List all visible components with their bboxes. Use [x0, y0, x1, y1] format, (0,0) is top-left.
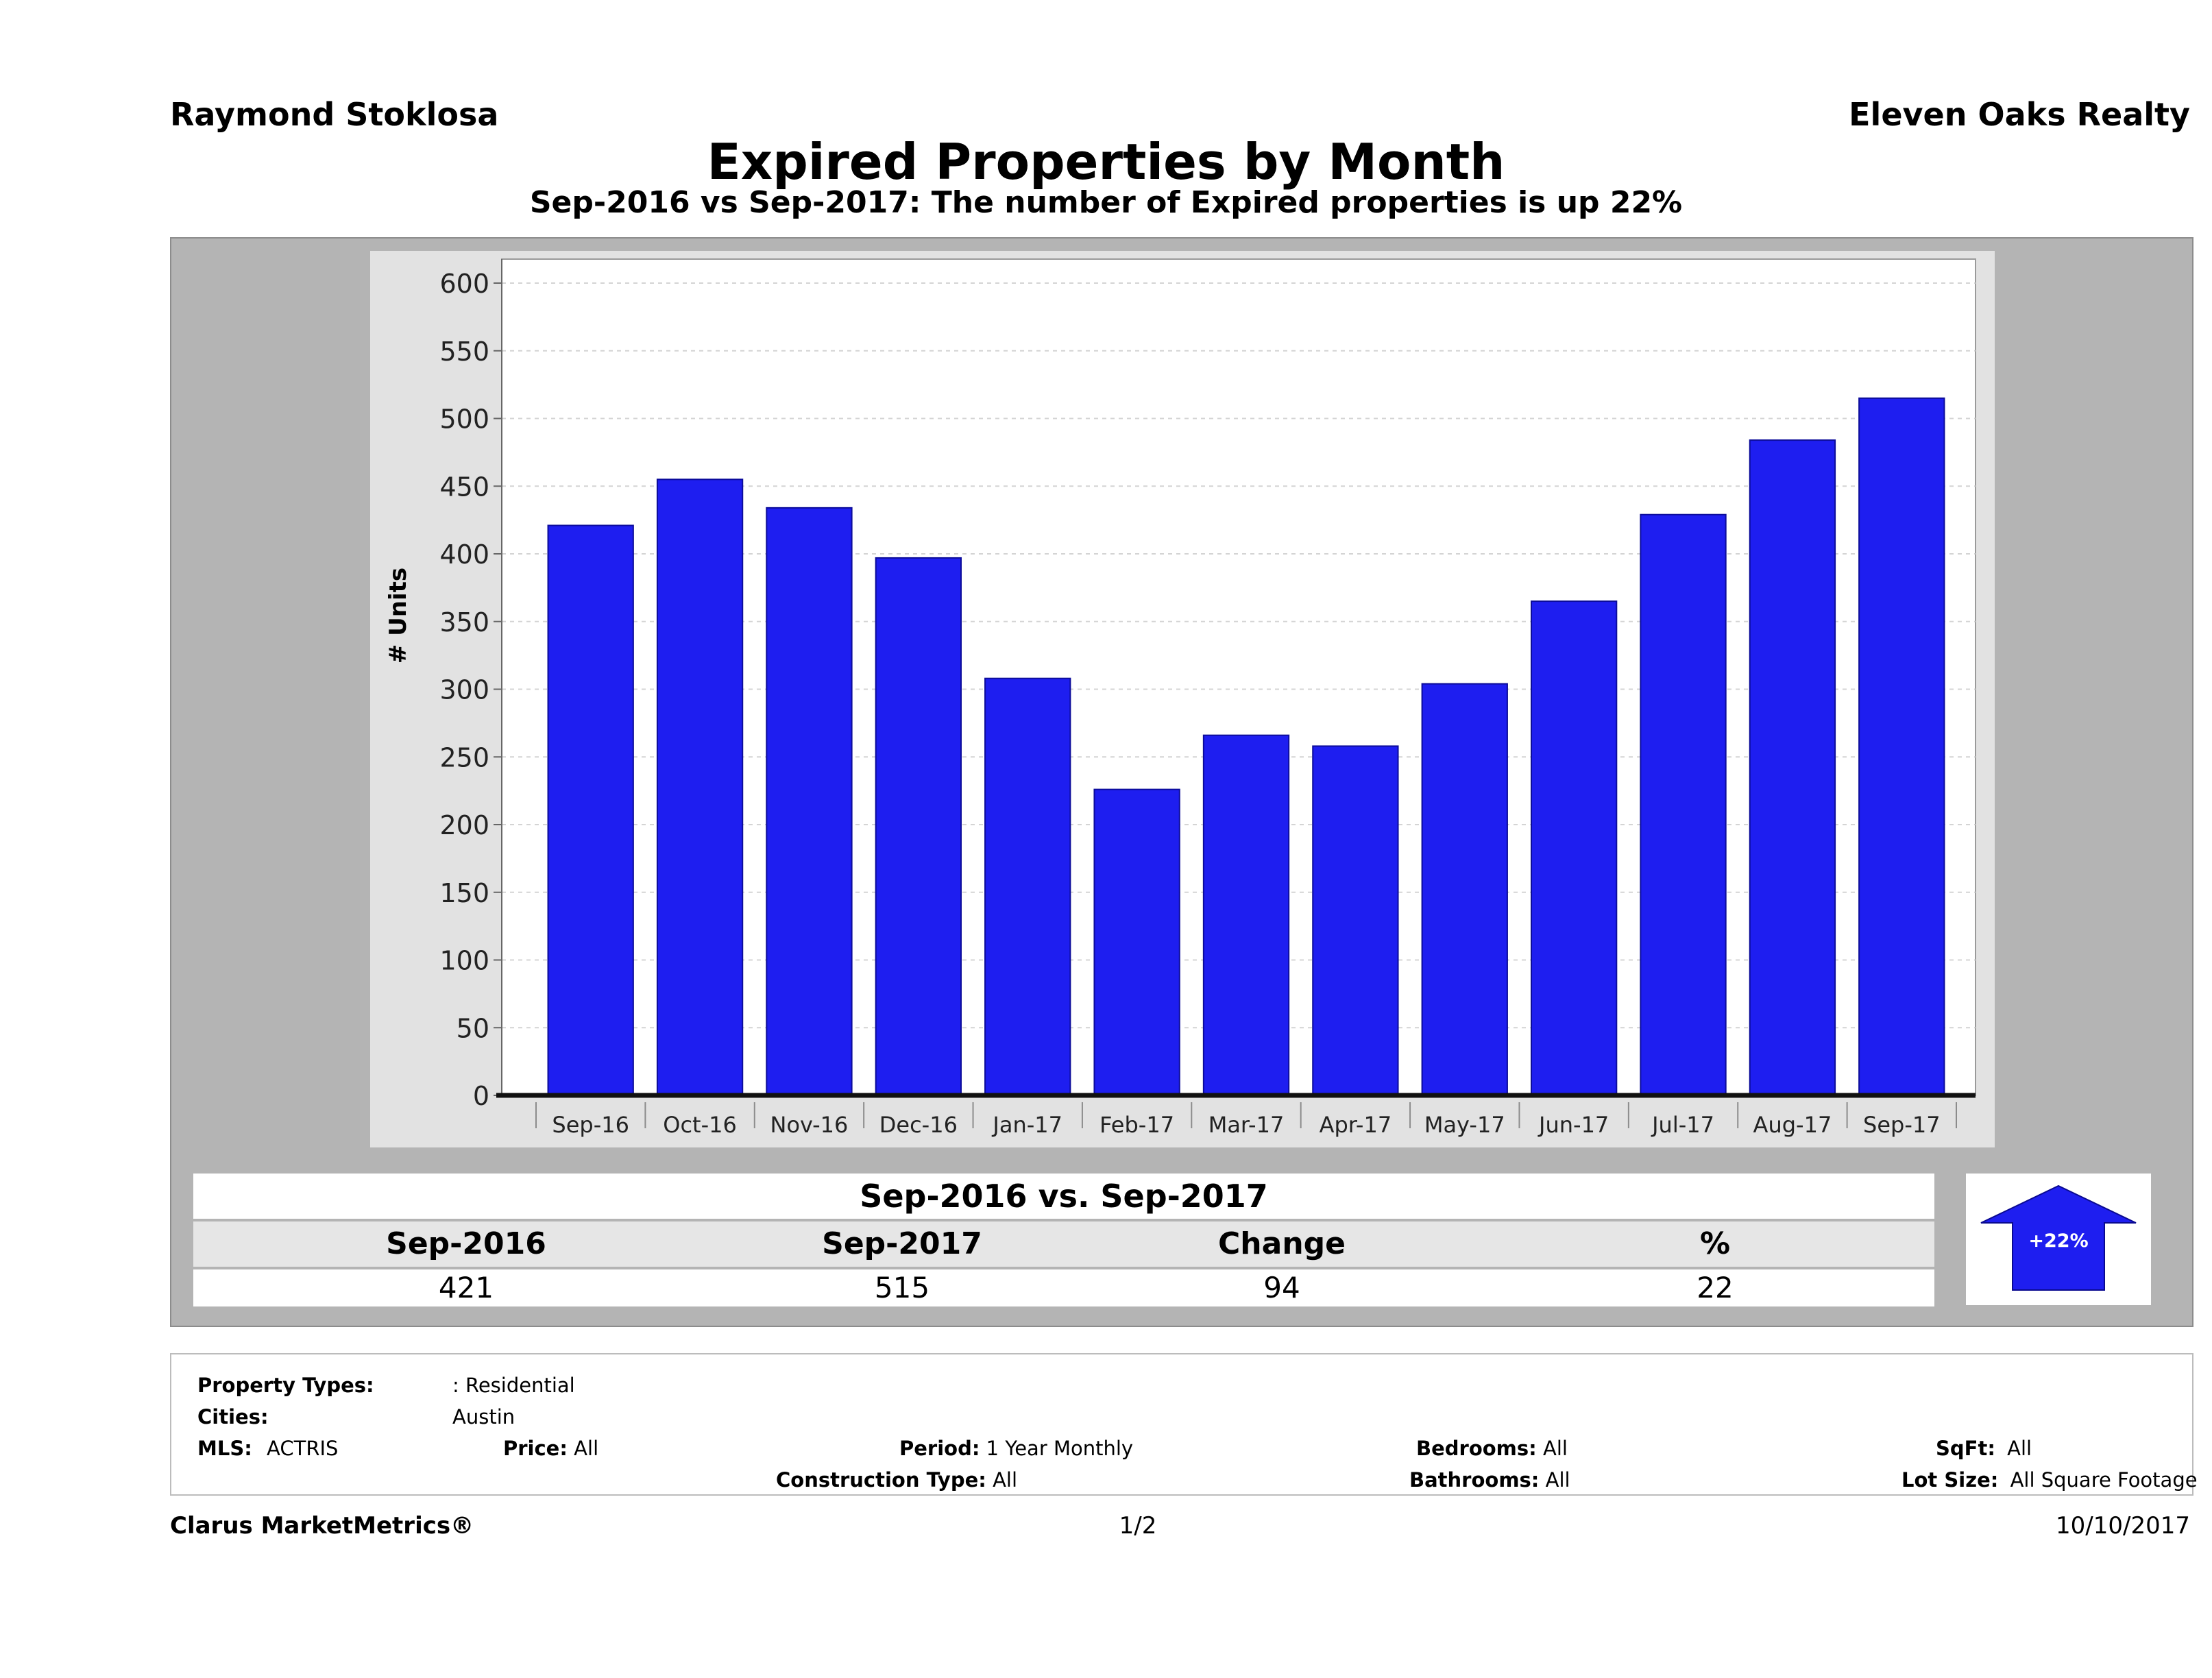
x-tick-label: May-17 [1424, 1112, 1505, 1138]
bar-aug-17 [1749, 439, 1836, 1097]
period-value: 1 Year Monthly [986, 1437, 1134, 1460]
x-tick-label: Jul-17 [1651, 1112, 1714, 1138]
summary-header-sep-2016: Sep-2016 [386, 1226, 546, 1261]
y-tick-label: 250 [439, 742, 489, 773]
summary-value-sep-2016: 421 [438, 1271, 494, 1304]
lot-size-label: Lot Size: [1901, 1468, 1999, 1492]
bar-oct-16 [656, 478, 744, 1096]
bar-feb-17 [1093, 788, 1180, 1097]
brokerage-name: Eleven Oaks Realty [1849, 96, 2190, 133]
x-tick-label: Sep-17 [1863, 1112, 1941, 1138]
mls-label: MLS: [197, 1437, 252, 1460]
summary-value-change: 94 [1263, 1271, 1300, 1304]
y-tick-label: 400 [439, 539, 489, 570]
x-tick-label: Nov-16 [770, 1112, 849, 1138]
bar-dec-16 [875, 557, 962, 1096]
change-badge-label: +22% [2028, 1230, 2088, 1252]
sqft-value: All [2007, 1437, 2032, 1460]
footer-brand: Clarus MarketMetrics® [170, 1512, 474, 1540]
footer-page-number: 1/2 [1119, 1512, 1157, 1540]
y-tick-label: 50 [457, 1013, 489, 1043]
bar-jul-17 [1640, 513, 1727, 1097]
sqft-label: SqFt: [1936, 1437, 1995, 1460]
property-types-label: Property Types: [197, 1374, 374, 1397]
mls-value: ACTRIS [267, 1437, 339, 1460]
x-tick-label: Feb-17 [1099, 1112, 1174, 1138]
bar-sep-16 [547, 524, 634, 1096]
property-types-value: : Residential [452, 1374, 575, 1397]
x-tick-label: Jun-17 [1538, 1112, 1609, 1138]
x-tick-label: Apr-17 [1320, 1112, 1392, 1138]
construction-type-value: All [993, 1468, 1018, 1492]
footer-date: 10/10/2017 [2056, 1512, 2190, 1540]
bar-chart: 0 50 100 150 200 250 300 350 400 450 500 550 600 # Un… [385, 258, 1976, 1138]
x-tick-label: Sep-16 [552, 1112, 629, 1138]
bar-may-17 [1421, 683, 1508, 1096]
chart-subtitle: Sep-2016 vs Sep-2017: The number of Expi… [529, 185, 1683, 220]
bar-mar-17 [1202, 734, 1290, 1096]
bathrooms-value: All [1545, 1468, 1570, 1492]
bar-jan-17 [984, 677, 1071, 1096]
summary-header-percent: % [1699, 1226, 1731, 1261]
y-tick-label: 350 [439, 607, 489, 637]
y-axis-label: # Units [385, 568, 412, 664]
bar-jun-17 [1530, 600, 1618, 1096]
y-tick-label: 150 [439, 878, 489, 908]
bathrooms-label: Bathrooms: [1409, 1468, 1540, 1492]
x-tick-label: Mar-17 [1208, 1112, 1285, 1138]
up-arrow-icon: +22% [1980, 1184, 2137, 1291]
search-criteria: Property Types: : Residential Cities: Au… [170, 1353, 2198, 1496]
y-tick-label: 500 [439, 404, 489, 435]
x-tick-label: Aug-17 [1753, 1112, 1832, 1138]
y-tick-label: 600 [439, 269, 489, 299]
y-tick-label: 300 [439, 675, 489, 705]
y-tick-label: 450 [439, 472, 489, 502]
lot-size-value: All Square Footage [2010, 1468, 2198, 1492]
y-tick-label: 100 [439, 946, 489, 976]
summary-value-sep-2017: 515 [874, 1271, 930, 1304]
y-tick-label: 550 [439, 337, 489, 367]
chart-title: Expired Properties by Month [707, 133, 1505, 191]
price-label: Price: [503, 1437, 568, 1460]
bedrooms-label: Bedrooms: [1416, 1437, 1537, 1460]
summary-value-row: 421 515 94 22 [193, 1269, 1934, 1306]
y-tick-label: 0 [473, 1081, 489, 1111]
price-value: All [574, 1437, 599, 1460]
cities-value: Austin [452, 1405, 515, 1428]
change-badge: +22% [1966, 1174, 2151, 1305]
construction-type-label: Construction Type: [776, 1468, 986, 1492]
bar-sep-17 [1858, 397, 1945, 1096]
x-tick-label: Oct-16 [663, 1112, 737, 1138]
agent-name: Raymond Stoklosa [170, 96, 499, 133]
y-tick-label: 200 [439, 810, 489, 840]
period-label: Period: [899, 1437, 980, 1460]
bar-apr-17 [1312, 745, 1399, 1096]
summary-title: Sep-2016 vs. Sep-2017 [193, 1174, 1934, 1219]
x-tick-label: Dec-16 [879, 1112, 958, 1138]
bar-nov-16 [766, 507, 853, 1097]
cities-label: Cities: [197, 1405, 269, 1428]
summary-header-change: Change [1218, 1226, 1346, 1261]
summary-header-sep-2017: Sep-2017 [822, 1226, 982, 1261]
x-tick-label: Jan-17 [991, 1112, 1062, 1138]
bedrooms-value: All [1542, 1437, 1568, 1460]
summary-header-row: Sep-2016 Sep-2017 Change % [193, 1221, 1934, 1267]
summary-value-percent: 22 [1697, 1271, 1734, 1304]
